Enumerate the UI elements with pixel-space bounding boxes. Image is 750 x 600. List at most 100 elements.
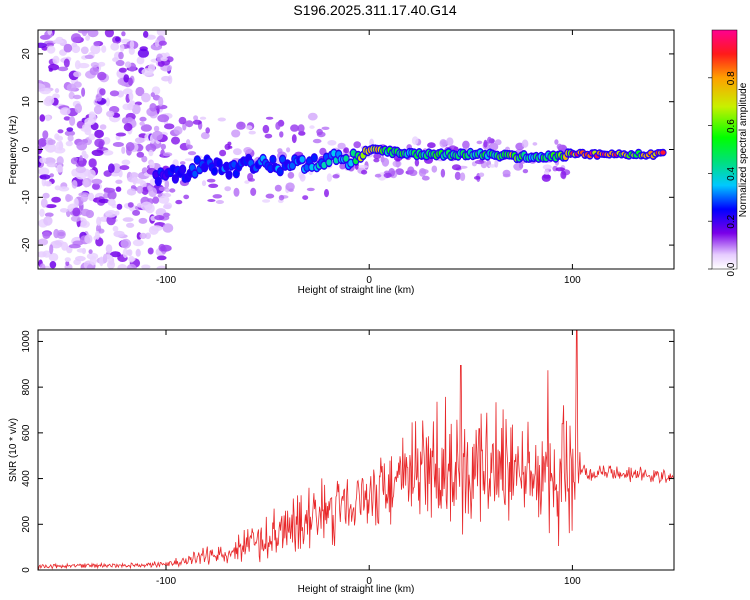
noise-blob [158,96,164,107]
noise-blob [152,130,163,141]
noise-blob [73,71,82,78]
noise-blob [139,116,147,122]
noise-blob [136,185,144,194]
ridge-cell [194,156,200,164]
noise-blob [110,42,120,51]
noise-blob [451,164,462,171]
noise-blob [104,30,114,38]
noise-blob [522,169,529,174]
ridge-cell [343,155,349,162]
noise-blob [121,159,131,166]
noise-blob [145,34,156,40]
noise-blob [54,88,60,94]
noise-blob [71,180,78,189]
ridge-cell [231,161,237,168]
colorbar-tick-label: 0.6 [726,119,737,133]
noise-blob [474,159,485,165]
spectrogram-x-label: Height of straight line (km) [298,285,415,296]
noise-blob [70,215,81,222]
ridge-cell [155,178,161,185]
noise-blob [175,199,183,205]
noise-blob [110,251,121,258]
noise-blob [59,107,71,116]
noise-blob [149,161,155,170]
noise-blob [306,187,315,192]
noise-blob [84,234,93,244]
noise-blob [73,81,82,88]
noise-blob [99,256,104,267]
noise-blob [132,176,137,185]
colorbar: 0.0 0.2 0.4 0.6 0.8 Normalized spectral ampl… [708,29,749,276]
noise-blob [163,204,172,209]
noise-blob [108,163,115,173]
noise-blob [77,62,90,69]
noise-blob [63,43,73,53]
noise-blob [278,194,285,201]
noise-blob [279,131,284,138]
noise-blob [43,216,53,226]
noise-blob [120,238,132,249]
y-tick-label: 0 [21,146,32,152]
colorbar-gradient [711,29,738,270]
noise-blob [487,136,492,144]
noise-blob [80,220,90,228]
noise-blob [265,116,274,120]
noise-blob [160,244,172,252]
noise-blob [80,208,91,217]
noise-blob [39,174,51,180]
noise-blob [183,194,190,200]
noise-blob [52,55,60,65]
noise-blob [179,161,186,165]
noise-blob [339,163,346,170]
noise-blob [244,180,250,184]
noise-blob [247,178,255,182]
noise-blob [160,56,168,62]
noise-blob [483,139,488,148]
ridge-cell [170,165,176,173]
noise-blob [156,255,167,261]
noise-blob [105,97,111,107]
y-tick-label: 400 [21,470,32,487]
ridge-cell [211,167,217,175]
noise-blob [129,40,135,49]
noise-blob [156,30,167,37]
noise-blob [136,56,145,65]
noise-blob [135,86,145,97]
y-tick-label: 20 [21,48,32,60]
noise-blob [178,116,187,125]
noise-blob [224,186,231,192]
noise-blob [94,129,104,139]
noise-blob [88,249,93,254]
noise-blob [162,152,173,157]
noise-blob [51,196,61,203]
noise-blob [47,30,53,35]
noise-blob [99,124,107,130]
noise-blob [127,103,134,111]
noise-blob [132,239,144,247]
noise-blob [201,180,207,187]
noise-blob [136,151,145,158]
noise-blob [123,74,130,83]
noise-blob [427,142,436,149]
noise-blob [555,167,566,172]
noise-blob [250,187,257,196]
noise-blob [128,92,134,101]
noise-blob [44,212,54,218]
ridge-cell [348,160,354,167]
noise-blob [275,121,281,130]
noise-blob [38,238,49,246]
noise-blob [446,137,454,146]
noise-blob [68,244,81,249]
noise-blob [488,142,499,151]
noise-blob [65,260,70,267]
noise-blob [123,123,133,132]
noise-blob [248,130,256,135]
noise-blob [58,186,70,192]
noise-blob [107,260,115,269]
noise-blob [87,169,96,179]
noise-blob [63,116,71,121]
noise-blob [105,244,113,254]
noise-blob [115,36,121,42]
